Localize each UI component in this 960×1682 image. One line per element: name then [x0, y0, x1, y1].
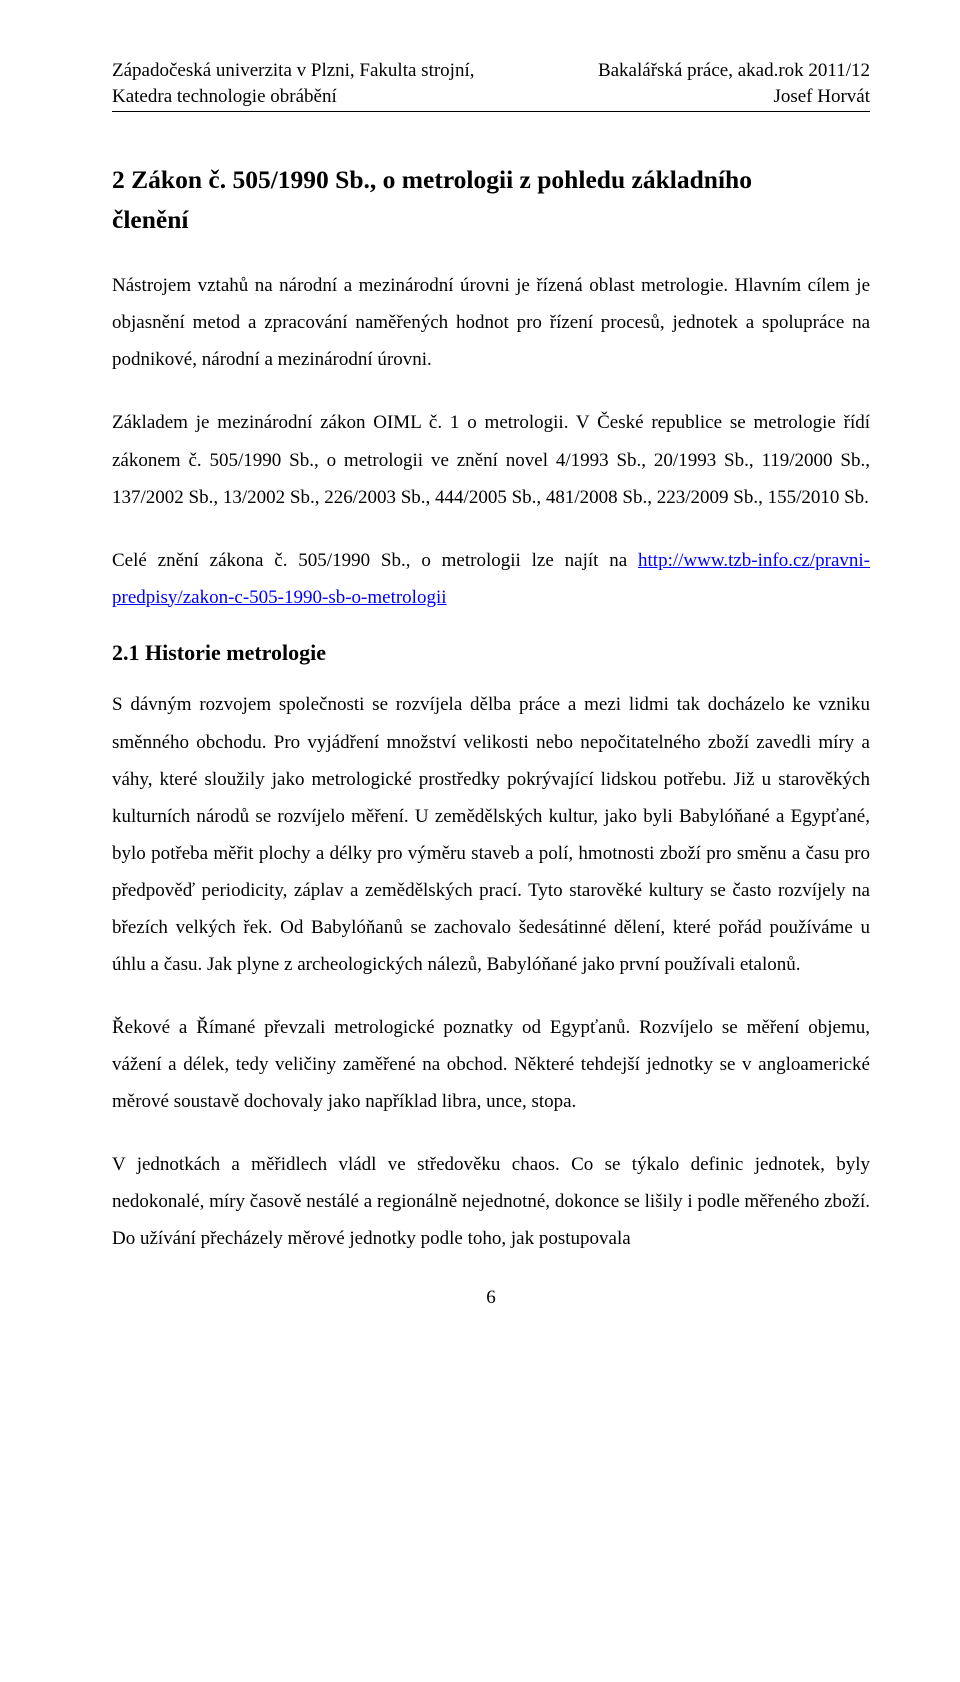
paragraph-5: Řekové a Římané převzali metrologické po… — [112, 1009, 870, 1120]
paragraph-4: S dávným rozvojem společnosti se rozvíje… — [112, 686, 870, 982]
h1-line-1: 2 Zákon č. 505/1990 Sb., o metrologii z … — [112, 160, 870, 200]
header-right-1: Bakalářská práce, akad.rok 2011/12 — [598, 58, 870, 84]
page-header-row-2: Katedra technologie obrábění Josef Horvá… — [112, 84, 870, 110]
page-number: 6 — [112, 1287, 870, 1309]
paragraph-6: V jednotkách a měřidlech vládl ve středo… — [112, 1146, 870, 1257]
h1-line-2: členění — [112, 200, 870, 240]
header-left-2: Katedra technologie obrábění — [112, 84, 337, 110]
page-header-row-1: Západočeská univerzita v Plzni, Fakulta … — [112, 58, 870, 84]
paragraph-3-text: Celé znění zákona č. 505/1990 Sb., o met… — [112, 550, 638, 571]
paragraph-3: Celé znění zákona č. 505/1990 Sb., o met… — [112, 542, 870, 616]
paragraph-1: Nástrojem vztahů na národní a mezinárodn… — [112, 267, 870, 378]
paragraph-2: Základem je mezinárodní zákon OIML č. 1 … — [112, 404, 870, 515]
header-right-2: Josef Horvát — [773, 84, 870, 110]
section-heading-1: 2 Zákon č. 505/1990 Sb., o metrologii z … — [112, 160, 870, 239]
section-heading-2: 2.1 Historie metrologie — [112, 638, 870, 669]
header-underline — [112, 111, 870, 112]
header-left-1: Západočeská univerzita v Plzni, Fakulta … — [112, 58, 474, 84]
